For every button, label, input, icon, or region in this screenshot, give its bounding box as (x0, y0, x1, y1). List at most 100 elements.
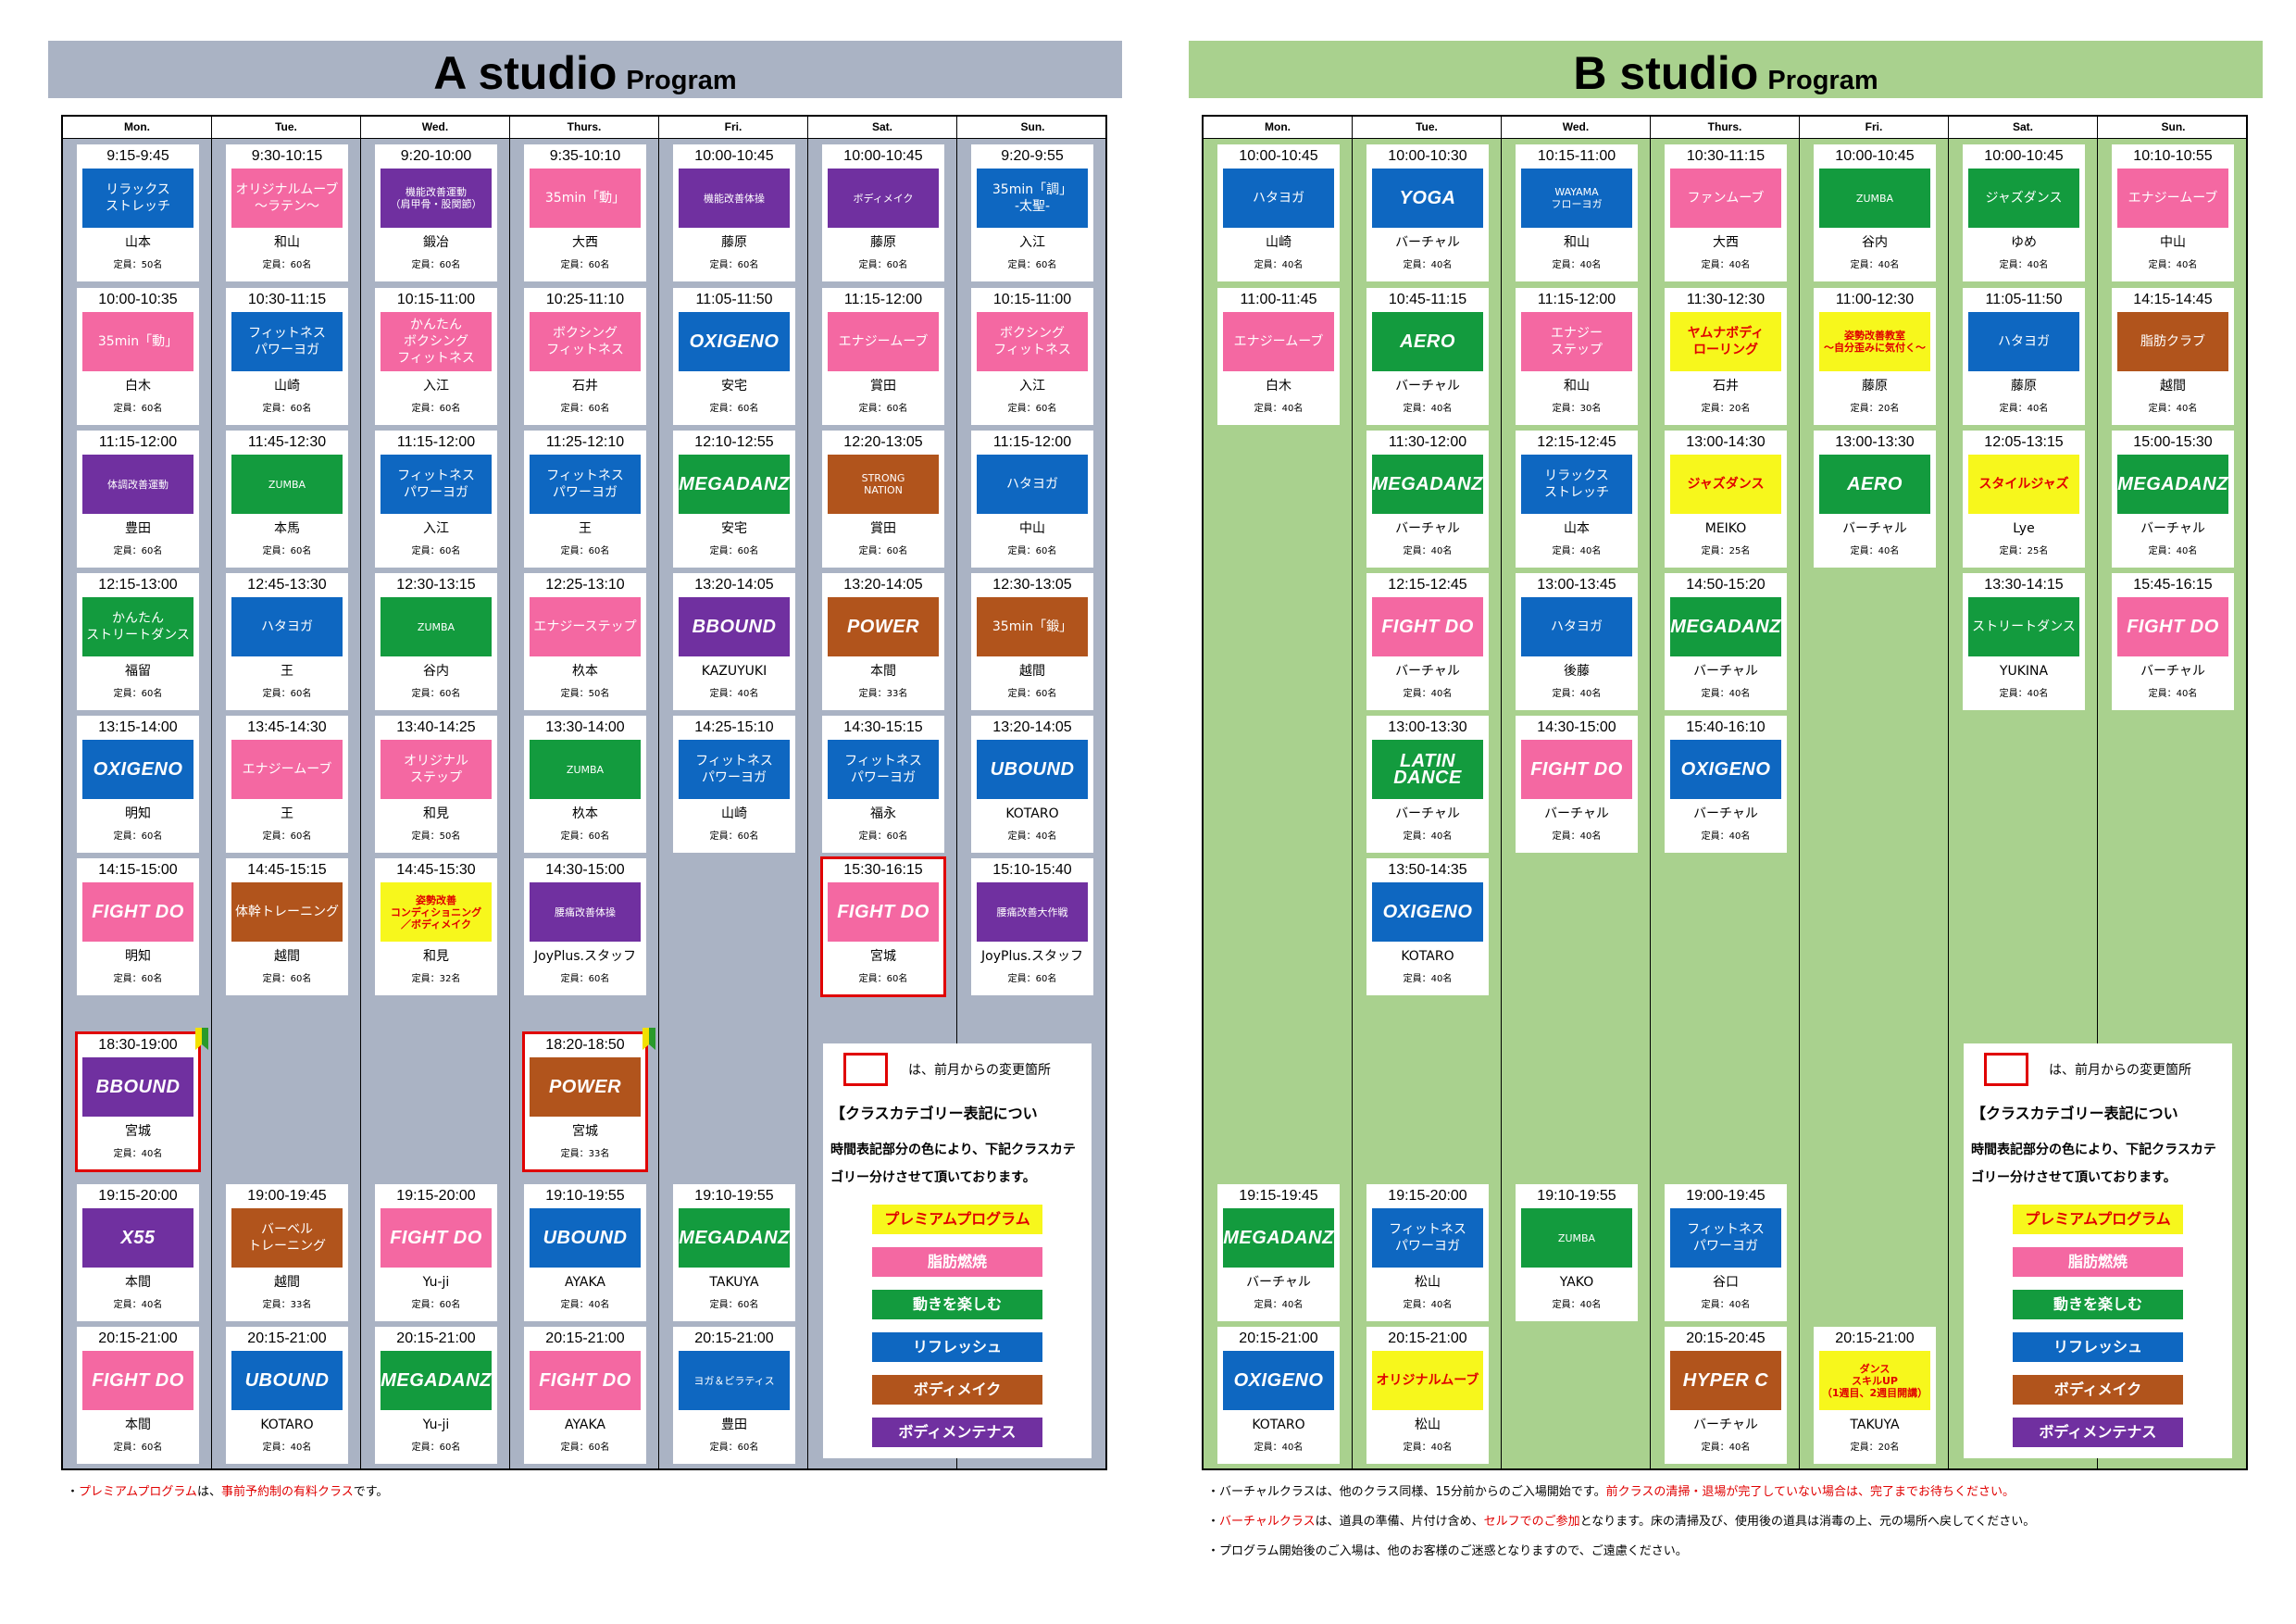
class-card[interactable]: 19:10-19:55 UBOUND AYAKA 定員：40名 (524, 1184, 646, 1321)
class-card[interactable]: 14:30-15:15 フィットネス パワーヨガ 福永 定員：60名 (822, 716, 944, 853)
class-card[interactable]: 19:15-20:00 X55 本間 定員：40名 (77, 1184, 199, 1321)
class-card[interactable]: 13:20-14:05 BBOUND KAZUYUKI 定員：40名 (673, 573, 795, 710)
class-card[interactable]: 11:25-12:10 フィットネス パワーヨガ王定員：60名 (524, 431, 646, 568)
class-card[interactable]: 18:20-18:50 POWER 宮城 定員：33名 (522, 1028, 655, 1172)
class-card[interactable]: 11:05-11:50 OXIGENO 安宅 定員：60名 (673, 288, 795, 425)
class-card[interactable]: 15:40-16:10 OXIGENO バーチャル 定員：40名 (1665, 716, 1787, 853)
class-card[interactable]: 10:00-10:30 YOGA バーチャル 定員：40名 (1366, 144, 1489, 281)
class-card[interactable]: 14:15-14:45 脂肪クラブ 越間 定員：40名 (2112, 288, 2234, 425)
class-card[interactable]: 19:15-20:00 FIGHT DO Yu-ji 定員：60名 (375, 1184, 497, 1321)
class-card[interactable]: 20:15-20:45 HYPER C バーチャル 定員：40名 (1665, 1327, 1787, 1464)
class-card[interactable]: 12:30-13:05 35min「鍛」 越間 定員：60名 (971, 573, 1093, 710)
class-card[interactable]: 10:00-10:45 ZUMBA 谷内 定員：40名 (1814, 144, 1936, 281)
class-card[interactable]: 11:30-12:00 MEGADANZ バーチャル 定員：40名 (1366, 431, 1489, 568)
class-card[interactable]: 13:30-14:15 ストリートダンス YUKINA 定員：40名 (1963, 573, 2085, 710)
class-card[interactable]: 14:25-15:10 フィットネス パワーヨガ 山崎 定員：60名 (673, 716, 795, 853)
class-card[interactable]: 12:15-12:45 FIGHT DO バーチャル 定員：40名 (1366, 573, 1489, 710)
class-card[interactable]: 10:00-10:45 ジャズダンス ゆめ 定員：40名 (1963, 144, 2085, 281)
class-capacity: 定員：40名 (2148, 546, 2198, 556)
class-capacity: 定員：40名 (1999, 260, 2049, 270)
class-program: UBOUND (977, 740, 1088, 799)
class-card[interactable]: 18:30-19:00 BBOUND 宮城 定員：40名 (75, 1028, 208, 1172)
class-program: OXIGENO (82, 740, 193, 799)
class-card[interactable]: 10:25-11:10 ボクシング フィットネス 石井 定員：60名 (524, 288, 646, 425)
class-capacity: 定員：33名 (858, 689, 908, 699)
class-card[interactable]: 11:00-11:45 エナジームーブ 白木 定員：40名 (1217, 288, 1340, 425)
class-card[interactable]: 20:15-21:00 FIGHT DO AYAKA 定員：60名 (524, 1327, 646, 1464)
class-card[interactable]: 10:45-11:15 AERO バーチャル 定員：40名 (1366, 288, 1489, 425)
class-card[interactable]: 11:15-12:00 エナジームーブ 賞田 定員：60名 (822, 288, 944, 425)
class-instructor: 藤原 (870, 235, 896, 250)
class-card[interactable]: 13:00-13:30 LATIN DANCE バーチャル 定員：40名 (1366, 716, 1489, 853)
class-card[interactable]: 14:15-15:00 FIGHT DO 明知 定員：60名 (77, 858, 199, 995)
class-card[interactable]: 10:00-10:45 ハタヨガ 山崎 定員：40名 (1217, 144, 1340, 281)
class-card[interactable]: 15:00-15:30 MEGADANZ バーチャル 定員：40名 (2112, 431, 2234, 568)
class-card[interactable]: 12:15-12:45 リラックス ストレッチ 山本 定員：40名 (1516, 431, 1638, 568)
class-card[interactable]: 9:20-10:00 機能改善運動 （肩甲骨・股関節） 鍛冶 定員：60名 (375, 144, 497, 281)
class-card[interactable]: 14:30-15:00 腰痛改善体操 JoyPlus.スタッフ 定員：60名 (524, 858, 646, 995)
class-card[interactable]: 10:15-11:00 ボクシング フィットネス 入江 定員：60名 (971, 288, 1093, 425)
class-card[interactable]: 14:30-15:00 FIGHT DO バーチャル 定員：40名 (1516, 716, 1638, 853)
class-program: エナジームーブ (2117, 169, 2228, 228)
class-card[interactable]: 10:15-11:00 WAYAMA フローヨガ 和山 定員：40名 (1516, 144, 1638, 281)
class-card[interactable]: 10:00-10:45 ボディメイク 藤原 定員：60名 (822, 144, 944, 281)
class-program: 機能改善体操 (679, 169, 790, 228)
class-card[interactable]: 10:00-10:45 機能改善体操 藤原 定員：60名 (673, 144, 795, 281)
class-card[interactable]: 20:15-21:00 MEGADANZ Yu-ji 定員：60名 (375, 1327, 497, 1464)
class-card[interactable]: 13:40-14:25 オリジナル ステップ 和見 定員：50名 (375, 716, 497, 853)
class-card[interactable]: 10:15-11:00 かんたん ボクシング フィットネス 入江 定員：60名 (375, 288, 497, 425)
class-card[interactable]: 9:30-10:15 オリジナルムーブ ～ラテン～ 和山 定員：60名 (226, 144, 348, 281)
class-card[interactable]: 19:10-19:55 MEGADANZ TAKUYA 定員：60名 (673, 1184, 795, 1321)
class-card[interactable]: 13:20-14:05 POWER 本間 定員：33名 (822, 573, 944, 710)
class-card[interactable]: 9:20-9:55 35min「調」 -太聖- 入江 定員：60名 (971, 144, 1093, 281)
class-card[interactable]: 19:15-19:45 MEGADANZ バーチャル 定員：40名 (1217, 1184, 1340, 1321)
class-card[interactable]: 12:15-13:00 かんたん ストリートダンス 福留 定員：60名 (77, 573, 199, 710)
class-card[interactable]: 15:45-16:15 FIGHT DO バーチャル 定員：40名 (2112, 573, 2234, 710)
class-card[interactable]: 10:30-11:15 ファンムーブ 大西 定員：40名 (1665, 144, 1787, 281)
class-card[interactable]: 13:15-14:00 OXIGENO 明知 定員：60名 (77, 716, 199, 853)
class-card[interactable]: 11:15-12:00 フィットネス パワーヨガ 入江 定員：60名 (375, 431, 497, 568)
class-card[interactable]: 13:50-14:35 OXIGENO KOTARO 定員：40名 (1366, 858, 1489, 995)
class-card[interactable]: 13:00-13:30 AERO バーチャル 定員：40名 (1814, 431, 1936, 568)
class-card[interactable]: 11:15-12:00 ハタヨガ 中山 定員：60名 (971, 431, 1093, 568)
class-card[interactable]: 14:45-15:15 体幹トレーニング 越間 定員：60名 (226, 858, 348, 995)
class-card[interactable]: 11:15-12:00 体調改善運動 豊田 定員：60名 (77, 431, 199, 568)
class-card[interactable]: 20:15-21:00 UBOUND KOTARO 定員：40名 (226, 1327, 348, 1464)
class-card[interactable]: 12:25-13:10 エナジーステップ 杦本 定員：50名 (524, 573, 646, 710)
class-card[interactable]: 19:00-19:45 フィットネス パワーヨガ 谷口 定員：40名 (1665, 1184, 1787, 1321)
class-card[interactable]: 11:30-12:30 ヤムナボディ ローリング 石井 定員：20名 (1665, 288, 1787, 425)
class-card[interactable]: 13:20-14:05 UBOUND KOTARO 定員：40名 (971, 716, 1093, 853)
class-card[interactable]: 9:15-9:45 リラックス ストレッチ 山本 定員：50名 (77, 144, 199, 281)
class-card[interactable]: 13:30-14:00 ZUMBA 杦本 定員：60名 (524, 716, 646, 853)
class-card[interactable]: 11:45-12:30 ZUMBA 本馬 定員：60名 (226, 431, 348, 568)
class-card[interactable]: 9:35-10:10 35min「動」 大西 定員：60名 (524, 144, 646, 281)
class-card[interactable]: 20:15-21:00 FIGHT DO 本間 定員：60名 (77, 1327, 199, 1464)
class-card[interactable]: 15:30-16:15 FIGHT DO 宮城 定員：60名 (820, 856, 946, 997)
class-card[interactable]: 10:10-10:55 エナジームーブ 中山 定員：40名 (2112, 144, 2234, 281)
class-card[interactable]: 12:10-12:55 MEGADANZ 安宅 定員：60名 (673, 431, 795, 568)
class-card[interactable]: 12:30-13:15 ZUMBA 谷内 定員：60名 (375, 573, 497, 710)
class-card[interactable]: 14:45-15:30 姿勢改善 コンディショニング ／ボディメイク 和見 定員：32… (375, 858, 497, 995)
class-card[interactable]: 19:15-20:00 フィットネス パワーヨガ 松山 定員：40名 (1366, 1184, 1489, 1321)
class-card[interactable]: 20:15-21:00 オリジナルムーブ 松山 定員：40名 (1366, 1327, 1489, 1464)
class-card[interactable]: 20:15-21:00 ダンス スキルUP （1週目、2週目開講） TAKUYA 定員… (1814, 1327, 1936, 1464)
class-card[interactable]: 11:05-11:50 ハタヨガ 藤原 定員：40名 (1963, 288, 2085, 425)
class-card[interactable]: 10:30-11:15 フィットネス パワーヨガ 山崎 定員：60名 (226, 288, 348, 425)
class-card[interactable]: 12:05-13:15 スタイルジャズ Lye 定員：25名 (1963, 431, 2085, 568)
class-card[interactable]: 12:20-13:05 STRONG NATION 賞田 定員：60名 (822, 431, 944, 568)
class-time: 11:00-12:30 (1835, 292, 1915, 307)
class-card[interactable]: 11:00-12:30 姿勢改善教室 ～自分歪みに気付く～ 藤原 定員：20名 (1814, 288, 1936, 425)
class-card[interactable]: 19:00-19:45 バーベル トレーニング 越間 定員：33名 (226, 1184, 348, 1321)
class-card[interactable]: 13:00-14:30 ジャズダンス MEIKO 定員：25名 (1665, 431, 1787, 568)
class-card[interactable]: 20:15-21:00 OXIGENO KOTARO 定員：40名 (1217, 1327, 1340, 1464)
class-card[interactable]: 11:15-12:00 エナジー ステップ 和山 定員：30名 (1516, 288, 1638, 425)
class-card[interactable]: 13:00-13:45 ハタヨガ 後藤 定員：40名 (1516, 573, 1638, 710)
class-program: フィットネス パワーヨガ (1670, 1208, 1781, 1268)
class-card[interactable]: 12:45-13:30 ハタヨガ王定員：60名 (226, 573, 348, 710)
class-card[interactable]: 19:10-19:55 ZUMBA YAKO 定員：40名 (1516, 1184, 1638, 1321)
class-card[interactable]: 10:00-10:35 35min「動」 白木 定員：60名 (77, 288, 199, 425)
class-card[interactable]: 20:15-21:00 ヨガ＆ピラティス 豊田 定員：60名 (673, 1327, 795, 1464)
class-card[interactable]: 15:10-15:40 腰痛改善大作戦 JoyPlus.スタッフ 定員：60名 (971, 858, 1093, 995)
class-card[interactable]: 13:45-14:30 エナジームーブ王定員：60名 (226, 716, 348, 853)
class-card[interactable]: 14:50-15:20 MEGADANZ バーチャル 定員：40名 (1665, 573, 1787, 710)
